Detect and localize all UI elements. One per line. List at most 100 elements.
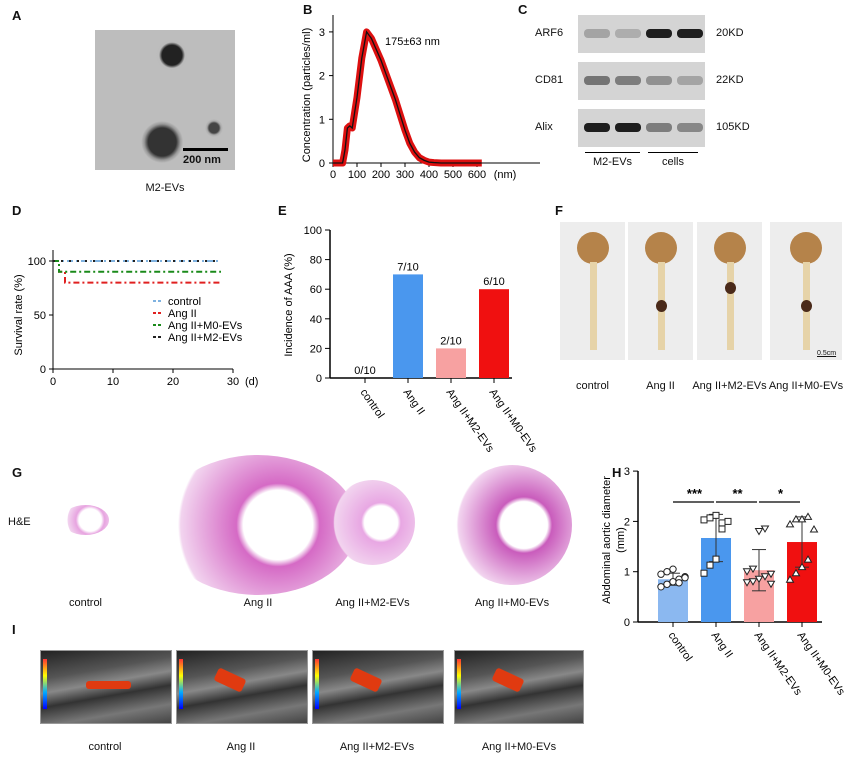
x-unit: (d) (245, 376, 258, 388)
y-tick-label: 80 (310, 255, 322, 267)
data-point (785, 575, 795, 583)
y-tick-label: 40 (310, 314, 322, 326)
data-point (675, 579, 683, 587)
panel-label-c: C (518, 2, 528, 17)
legend-label: Ang II+M0-EVs (168, 320, 243, 332)
legend-label: Ang II+M2-EVs (168, 332, 243, 344)
bar-label: 2/10 (440, 335, 461, 347)
he-caption: Ang II (243, 597, 273, 609)
data-point (700, 569, 708, 577)
y-tick-label: 1 (624, 567, 630, 579)
scale-bar (183, 148, 228, 151)
size-annotation: 175±63 nm (385, 36, 440, 48)
survival-line (53, 260, 221, 273)
group-label: M2-EVs (592, 156, 633, 168)
y-tick-label: 3 (624, 466, 630, 478)
data-point (797, 514, 807, 523)
data-point (760, 525, 770, 533)
blot-band (677, 76, 703, 85)
blot-size-label: 22KD (716, 74, 744, 86)
tem-caption: M2-EVs (145, 182, 185, 194)
aneurysm-image (655, 300, 667, 312)
blood-flow-signal (213, 667, 247, 693)
y-axis-label: Concentration (particles/ml) (301, 28, 313, 163)
y-tick-label: 60 (310, 284, 322, 296)
he-caption: Ang II+M2-EVs (335, 597, 410, 609)
data-point (669, 565, 677, 573)
panel-label-g: G (12, 465, 23, 480)
data-point (706, 561, 714, 569)
legend-label: Ang II (168, 308, 197, 320)
panel-label-e: E (278, 203, 287, 218)
blot-row-label: Alix (535, 121, 553, 133)
data-point (791, 568, 801, 577)
significance-label: * (778, 486, 784, 501)
x-tick-label: 10 (107, 376, 119, 388)
blot-band (677, 123, 703, 132)
data-point (748, 565, 758, 574)
significance-label: ** (732, 486, 743, 501)
data-point (724, 517, 732, 525)
y-tick-label: 20 (310, 343, 322, 355)
aorta-photo (560, 222, 625, 360)
panel-label-b: B (303, 2, 313, 17)
group-label: cells (661, 156, 684, 168)
aorta-photo (628, 222, 693, 360)
y-tick-label: 100 (304, 225, 322, 237)
ultrasound-caption: control (88, 741, 122, 753)
x-tick-label: control (358, 387, 387, 421)
data-point (791, 514, 801, 523)
he-caption: control (68, 597, 103, 609)
bar-label: 0/10 (354, 365, 375, 377)
x-tick-label: 600 (468, 169, 486, 181)
he-section (452, 465, 572, 585)
aorta-photo (697, 222, 762, 360)
x-tick-label: 30 (227, 376, 239, 388)
ultrasound-image (176, 650, 308, 724)
blot-band (615, 29, 641, 38)
data-point (681, 574, 689, 582)
blot-band (677, 29, 703, 38)
bar-label: 7/10 (397, 261, 418, 273)
y-axis-label: Abdominal aortic diameter (601, 476, 613, 604)
data-point (718, 519, 726, 527)
y-tick-label: 3 (319, 27, 325, 39)
blot-strip (578, 62, 705, 100)
x-tick-label: 0 (50, 376, 56, 388)
he-section (62, 505, 109, 535)
data-point (712, 511, 720, 519)
panel-label-d: D (12, 203, 22, 218)
color-scale (179, 659, 183, 709)
x-tick-label: Ang II (709, 630, 735, 660)
data-point (657, 583, 665, 591)
legend-label: control (168, 296, 201, 308)
error-band (333, 28, 482, 167)
blot-band (646, 29, 672, 38)
data-point (657, 570, 665, 578)
incidence-chart: 0 20 40 60 80 100 Incidence of AAA (%) 0/10 cont… (283, 225, 539, 455)
blot-band (584, 76, 610, 85)
data-point (669, 578, 677, 586)
x-unit: (nm) (494, 169, 517, 181)
blot-row-label: CD81 (535, 74, 564, 86)
y-tick-label: 0 (319, 158, 325, 170)
data-point (754, 575, 764, 584)
ultrasound-image (312, 650, 444, 724)
mean-line (333, 30, 482, 164)
panel-label-a: A (12, 8, 22, 23)
heart-image (713, 232, 746, 264)
blood-flow-signal (349, 667, 383, 693)
data-point (742, 579, 752, 587)
data-point (742, 568, 752, 576)
ultrasound-caption: Ang II+M0-EVs (481, 741, 557, 753)
bar-label: 6/10 (483, 276, 504, 288)
data-point (663, 568, 671, 576)
bar (479, 289, 509, 378)
color-scale (315, 659, 319, 709)
data-point (760, 573, 770, 581)
data-point (700, 516, 708, 524)
data-point (766, 580, 776, 589)
y-tick-label: 2 (624, 516, 630, 528)
